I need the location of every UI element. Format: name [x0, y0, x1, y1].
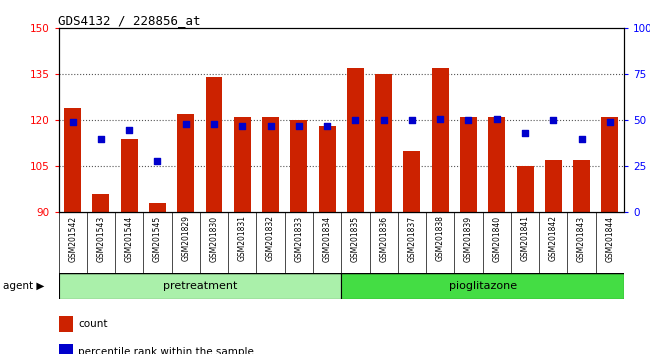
Text: GSM201843: GSM201843	[577, 215, 586, 262]
Bar	[545, 160, 562, 212]
Bar	[64, 108, 81, 212]
Bar	[149, 203, 166, 212]
Point	[350, 118, 361, 123]
Text: GSM201829: GSM201829	[181, 215, 190, 261]
Point	[294, 123, 304, 129]
Text: GSM201841: GSM201841	[521, 215, 530, 261]
Text: percentile rank within the sample: percentile rank within the sample	[78, 347, 254, 354]
Bar	[375, 74, 392, 212]
Bar	[234, 117, 251, 212]
Text: GSM201837: GSM201837	[408, 215, 417, 262]
Bar	[291, 120, 307, 212]
Point	[265, 123, 276, 129]
Bar	[58, 273, 341, 299]
Bar	[121, 139, 138, 212]
Text: GSM201834: GSM201834	[322, 215, 332, 262]
Point	[378, 118, 389, 123]
Text: GSM201838: GSM201838	[436, 215, 445, 261]
Point	[520, 130, 530, 136]
Text: GSM201833: GSM201833	[294, 215, 304, 262]
Bar	[517, 166, 534, 212]
Point	[96, 136, 106, 142]
Point	[577, 136, 587, 142]
Bar	[460, 117, 477, 212]
Text: GSM201831: GSM201831	[238, 215, 247, 261]
Bar	[58, 344, 73, 354]
Text: GSM201840: GSM201840	[492, 215, 501, 262]
Point	[152, 158, 162, 164]
Bar	[205, 78, 222, 212]
Text: pioglitazone: pioglitazone	[448, 281, 517, 291]
Text: GSM201839: GSM201839	[464, 215, 473, 262]
Point	[181, 121, 191, 127]
Point	[548, 118, 558, 123]
Bar	[432, 68, 448, 212]
Text: GSM201836: GSM201836	[379, 215, 388, 262]
Point	[463, 118, 474, 123]
Text: GSM201842: GSM201842	[549, 215, 558, 261]
Bar	[341, 273, 624, 299]
Point	[604, 119, 615, 125]
Bar	[573, 160, 590, 212]
Text: pretreatment: pretreatment	[162, 281, 237, 291]
Bar	[347, 68, 364, 212]
Point	[322, 123, 332, 129]
Bar	[58, 316, 73, 332]
Text: GSM201542: GSM201542	[68, 215, 77, 262]
Text: GSM201835: GSM201835	[351, 215, 360, 262]
Point	[491, 116, 502, 121]
Text: count: count	[78, 319, 108, 329]
Point	[124, 127, 135, 132]
Text: GSM201543: GSM201543	[96, 215, 105, 262]
Bar	[404, 151, 421, 212]
Text: GSM201544: GSM201544	[125, 215, 134, 262]
Text: agent ▶: agent ▶	[3, 281, 44, 291]
Point	[68, 119, 78, 125]
Text: GSM201832: GSM201832	[266, 215, 275, 261]
Bar	[601, 117, 618, 212]
Text: GSM201844: GSM201844	[605, 215, 614, 262]
Bar	[318, 126, 335, 212]
Point	[209, 121, 219, 127]
Point	[407, 118, 417, 123]
Bar	[177, 114, 194, 212]
Bar	[488, 117, 505, 212]
Text: GDS4132 / 228856_at: GDS4132 / 228856_at	[58, 14, 201, 27]
Bar	[262, 117, 279, 212]
Text: GSM201830: GSM201830	[209, 215, 218, 262]
Text: GSM201545: GSM201545	[153, 215, 162, 262]
Point	[237, 123, 248, 129]
Point	[435, 116, 445, 121]
Bar	[92, 194, 109, 212]
